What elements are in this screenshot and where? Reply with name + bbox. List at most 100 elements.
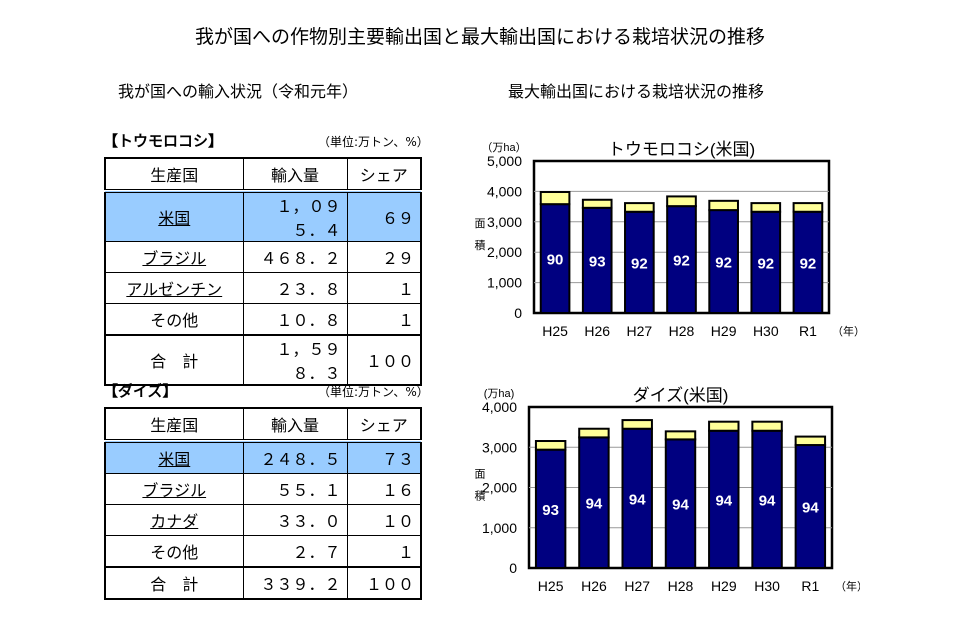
data-label: 92 — [757, 255, 774, 272]
y-tick-label: 3,000 — [482, 439, 517, 455]
y-unit: （万ha） — [481, 141, 526, 154]
country-link[interactable]: アルゼンチン — [126, 280, 223, 299]
bar-harvested — [794, 444, 827, 569]
y-axis-label: 積 — [475, 238, 486, 252]
share: １ — [346, 303, 422, 336]
data-label: 94 — [586, 496, 603, 513]
y-tick-label: 3,000 — [487, 214, 522, 230]
x-tick-label: H26 — [584, 323, 610, 339]
x-tick-label: H25 — [542, 323, 568, 339]
total-row: 合 計 ３３９．２ １００ — [104, 566, 422, 600]
table-unit: （単位:万トン、%） — [318, 385, 429, 399]
country-link: その他 — [150, 543, 199, 562]
table-label: 【ダイズ】 — [103, 382, 178, 400]
total-volume: １，５９８．３ — [242, 334, 348, 386]
bar-remaining — [534, 440, 567, 451]
data-label: 94 — [715, 492, 732, 509]
import-volume: ２３．８ — [242, 272, 348, 304]
x-tick-label: H28 — [668, 578, 694, 594]
bar-harvested — [708, 209, 739, 314]
data-label: 94 — [759, 492, 776, 509]
column-header: 輸入量 — [242, 157, 348, 193]
country-link: その他 — [150, 311, 199, 330]
share: １０ — [346, 504, 422, 536]
table-header-row: 生産国 輸入量 シェア — [104, 407, 422, 443]
y-tick-label: 2,000 — [482, 480, 517, 496]
bar-remaining — [621, 419, 653, 430]
x-tick-label: H30 — [754, 578, 780, 594]
share: ６９ — [346, 190, 422, 242]
y-tick-label: 2,000 — [487, 244, 522, 260]
table-unit: （単位:万トン、%） — [318, 135, 429, 149]
country-link[interactable]: カナダ — [150, 512, 199, 531]
data-label: 90 — [547, 252, 564, 269]
data-label: 92 — [715, 255, 732, 272]
table-row: その他 １０．８ １ — [104, 303, 422, 336]
x-tick-label: H27 — [624, 578, 650, 594]
bar-harvested — [666, 205, 697, 314]
share: １６ — [346, 473, 422, 505]
column-header: 輸入量 — [242, 407, 348, 443]
total-share: １００ — [346, 334, 422, 386]
x-tick-label: H28 — [669, 323, 695, 339]
x-unit: （年） — [835, 579, 860, 593]
y-axis-label: 積 — [475, 489, 486, 503]
bar-harvested — [534, 448, 567, 569]
country-link[interactable]: 米国 — [158, 450, 191, 469]
page-title: 我が国への作物別主要輸出国と最大輸出国における栽培状況の推移 — [194, 26, 765, 48]
bar-remaining — [708, 420, 740, 432]
country-link[interactable]: 米国 — [158, 209, 191, 228]
import-table: 生産国 輸入量 シェア 米国 １，０９５．４ ６９ ブラジル ４６８．２ ２９ アル… — [104, 157, 422, 386]
table-row: 米国 １，０９５．４ ６９ — [104, 190, 422, 242]
bar-harvested — [621, 427, 653, 569]
share: １ — [346, 272, 422, 304]
data-label: 94 — [672, 497, 689, 514]
column-header: 生産国 — [104, 407, 244, 443]
data-label: 92 — [673, 253, 690, 270]
bar-remaining — [751, 420, 783, 432]
bar-remaining — [539, 191, 571, 206]
bar-remaining — [578, 427, 610, 439]
bar-remaining — [792, 202, 824, 213]
table-label: 【トウモロコシ】 — [103, 132, 224, 150]
country-link[interactable]: ブラジル — [142, 481, 207, 500]
bar-remaining — [794, 435, 827, 447]
data-label: 92 — [631, 255, 648, 272]
share: ７３ — [346, 440, 422, 474]
table-row: アルゼンチン ２３．８ １ — [104, 272, 422, 304]
y-axis-label: 面 — [475, 218, 486, 230]
bar-remaining — [624, 202, 655, 213]
x-tick-label: H29 — [711, 578, 737, 594]
import-volume: ５５．１ — [242, 473, 348, 505]
data-label: 94 — [629, 491, 646, 508]
y-tick-label: 1,000 — [482, 520, 517, 536]
country-link[interactable]: ブラジル — [142, 249, 207, 268]
table-header-row: 生産国 輸入量 シェア — [104, 157, 422, 193]
column-header: シェア — [346, 157, 422, 193]
x-tick-label: H25 — [538, 578, 564, 594]
bar-harvested — [750, 210, 782, 314]
total-volume: ３３９．２ — [242, 566, 348, 600]
bar-remaining — [664, 430, 697, 441]
y-tick-label: 5,000 — [487, 153, 522, 169]
corn-chart: トウモロコシ(米国) （万ha） 面積 0 1,000 2,000 3,000 4,000 5,… — [475, 140, 861, 339]
import-volume: １，０９５．４ — [242, 190, 348, 242]
left-subtitle: 我が国への輸入状況（令和元年） — [118, 82, 359, 101]
import-volume: ２４８．５ — [242, 440, 348, 474]
total-row: 合 計 １，５９８．３ １００ — [104, 334, 422, 386]
bar-harvested — [624, 210, 655, 314]
y-tick-label: 0 — [509, 560, 517, 576]
share: １ — [346, 535, 422, 568]
x-tick-label: R1 — [799, 323, 817, 339]
y-unit: (万ha) — [484, 388, 515, 400]
data-label: 94 — [802, 500, 819, 517]
x-tick-label: H27 — [627, 323, 653, 339]
table-row: ブラジル ５５．１ １６ — [104, 473, 422, 505]
bar-remaining — [581, 198, 613, 209]
import-table: 生産国 輸入量 シェア 米国 ２４８．５ ７３ ブラジル ５５．１ １６ カナダ ３… — [104, 407, 422, 600]
table-row: 米国 ２４８．５ ７３ — [104, 440, 422, 474]
y-tick-label: 4,000 — [482, 399, 517, 415]
y-tick-label: 4,000 — [487, 183, 522, 199]
import-volume: ３３．０ — [242, 504, 348, 536]
y-tick-label: 1,000 — [487, 275, 522, 291]
